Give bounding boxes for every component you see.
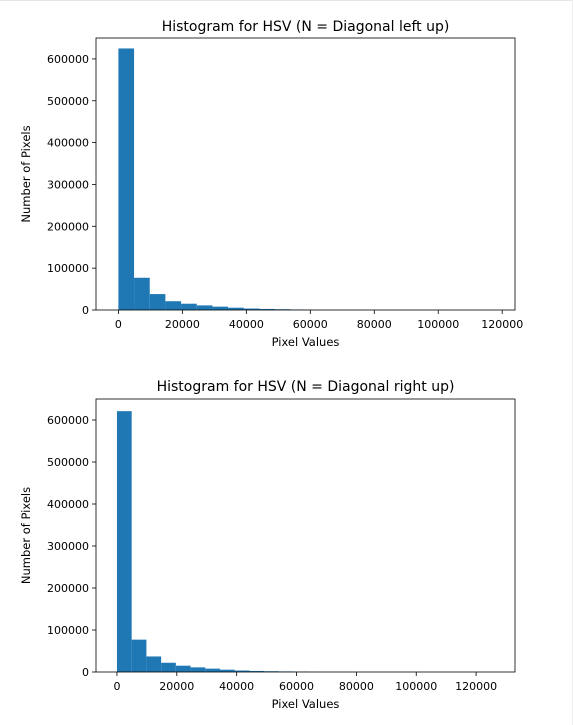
x-tick-label: 60000 — [293, 318, 328, 331]
y-tick-label: 0 — [82, 666, 89, 679]
y-tick-label: 100000 — [47, 262, 89, 275]
x-tick-label: 120000 — [455, 680, 497, 693]
x-tick-label: 0 — [113, 680, 120, 693]
x-tick-label: 100000 — [417, 318, 459, 331]
histogram-bar — [212, 307, 228, 310]
x-tick-label: 40000 — [229, 318, 264, 331]
y-tick-label: 600000 — [47, 414, 89, 427]
y-tick-label: 300000 — [47, 178, 89, 191]
plot-frame — [96, 38, 515, 310]
y-axis-label: Number of Pixels — [19, 125, 33, 222]
histogram-bar — [132, 640, 147, 672]
y-tick-label: 0 — [82, 304, 89, 317]
x-tick-label: 100000 — [395, 680, 437, 693]
x-axis-label: Pixel Values — [272, 697, 340, 711]
chart-title: Histogram for HSV (N = Diagonal left up) — [162, 19, 450, 35]
y-tick-label: 500000 — [47, 95, 89, 108]
plot-frame — [96, 399, 515, 672]
x-tick-label: 40000 — [219, 680, 254, 693]
x-tick-label: 20000 — [159, 680, 194, 693]
histogram-bar — [134, 278, 150, 310]
x-tick-label: 80000 — [339, 680, 374, 693]
histogram-chart-right-up: Histogram for HSV (N = Diagonal right up… — [0, 362, 573, 725]
x-axis-label: Pixel Values — [272, 335, 340, 349]
histogram-bar — [205, 669, 220, 672]
y-tick-label: 200000 — [47, 220, 89, 233]
y-tick-label: 500000 — [47, 456, 89, 469]
x-tick-label: 60000 — [279, 680, 314, 693]
histogram-bar — [176, 666, 191, 672]
histogram-bar — [118, 48, 134, 310]
y-tick-label: 200000 — [47, 582, 89, 595]
y-tick-label: 400000 — [47, 137, 89, 150]
histogram-bar — [146, 656, 161, 672]
histogram-bar — [197, 305, 213, 310]
y-axis-label: Number of Pixels — [19, 487, 33, 584]
histogram-bar — [181, 304, 197, 310]
histogram-bar — [161, 663, 176, 672]
y-tick-label: 400000 — [47, 498, 89, 511]
y-tick-label: 100000 — [47, 624, 89, 637]
histogram-bar — [150, 294, 166, 310]
chart-title: Histogram for HSV (N = Diagonal right up… — [157, 379, 455, 395]
x-tick-label: 120000 — [481, 318, 523, 331]
histogram-chart-left-up: Histogram for HSV (N = Diagonal left up)… — [0, 0, 573, 362]
y-tick-label: 300000 — [47, 540, 89, 553]
x-tick-label: 0 — [115, 318, 122, 331]
y-tick-label: 600000 — [47, 53, 89, 66]
x-tick-label: 20000 — [165, 318, 200, 331]
histogram-bar — [165, 301, 181, 310]
x-tick-label: 80000 — [357, 318, 392, 331]
histogram-bar — [191, 667, 206, 672]
histogram-bar — [117, 411, 132, 672]
